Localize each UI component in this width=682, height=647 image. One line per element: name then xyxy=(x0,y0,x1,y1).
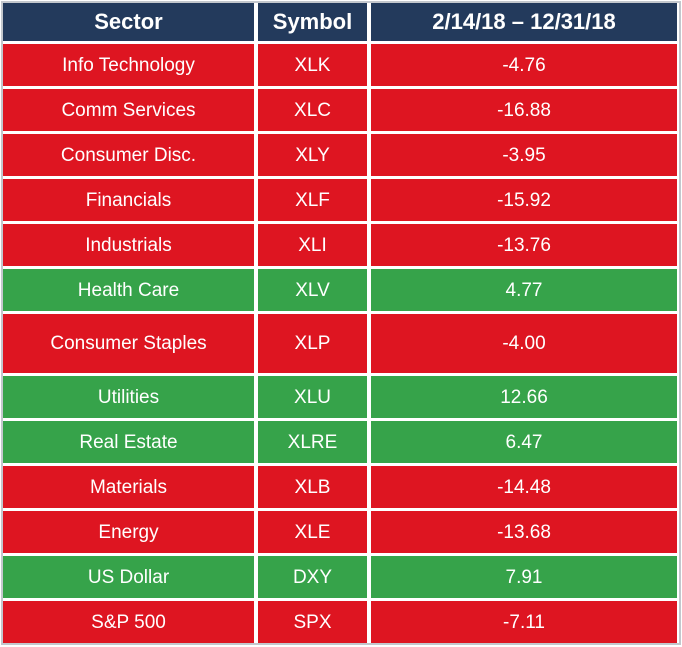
value-cell: -4.76 xyxy=(371,44,677,86)
sector-cell: Utilities xyxy=(3,376,254,418)
table-header-row: Sector Symbol 2/14/18 – 12/31/18 xyxy=(3,3,679,41)
table-row: S&P 500 SPX -7.11 xyxy=(3,601,679,643)
table-row: Comm Services XLC -16.88 xyxy=(3,89,679,131)
value-cell: -14.48 xyxy=(371,466,677,508)
sector-cell: Health Care xyxy=(3,269,254,311)
value-cell: -13.76 xyxy=(371,224,677,266)
table-row: Utilities XLU 12.66 xyxy=(3,376,679,418)
sector-cell: Materials xyxy=(3,466,254,508)
value-cell: -3.95 xyxy=(371,134,677,176)
sector-cell: Financials xyxy=(3,179,254,221)
table-row: Consumer Disc. XLY -3.95 xyxy=(3,134,679,176)
value-cell: 4.77 xyxy=(371,269,677,311)
value-cell: -16.88 xyxy=(371,89,677,131)
sector-cell: Comm Services xyxy=(3,89,254,131)
table-row: Financials XLF -15.92 xyxy=(3,179,679,221)
sector-cell: Consumer Disc. xyxy=(3,134,254,176)
symbol-cell: XLY xyxy=(258,134,367,176)
sector-cell: Real Estate xyxy=(3,421,254,463)
table-row: Industrials XLI -13.76 xyxy=(3,224,679,266)
value-cell: 6.47 xyxy=(371,421,677,463)
symbol-cell: XLU xyxy=(258,376,367,418)
symbol-cell: XLC xyxy=(258,89,367,131)
table-row: US Dollar DXY 7.91 xyxy=(3,556,679,598)
header-period: 2/14/18 – 12/31/18 xyxy=(371,3,677,41)
symbol-cell: XLP xyxy=(258,314,367,373)
symbol-cell: DXY xyxy=(258,556,367,598)
value-cell: -15.92 xyxy=(371,179,677,221)
value-cell: 12.66 xyxy=(371,376,677,418)
symbol-cell: XLRE xyxy=(258,421,367,463)
sector-cell: Info Technology xyxy=(3,44,254,86)
header-sector: Sector xyxy=(3,3,254,41)
symbol-cell: XLE xyxy=(258,511,367,553)
sector-cell: Consumer Staples xyxy=(3,314,254,373)
table-row: Health Care XLV 4.77 xyxy=(3,269,679,311)
symbol-cell: XLF xyxy=(258,179,367,221)
symbol-cell: SPX xyxy=(258,601,367,643)
table-row: Energy XLE -13.68 xyxy=(3,511,679,553)
sector-cell: Energy xyxy=(3,511,254,553)
sector-cell: US Dollar xyxy=(3,556,254,598)
value-cell: -7.11 xyxy=(371,601,677,643)
symbol-cell: XLV xyxy=(258,269,367,311)
table-row: Info Technology XLK -4.76 xyxy=(3,44,679,86)
value-cell: 7.91 xyxy=(371,556,677,598)
value-cell: -4.00 xyxy=(371,314,677,373)
value-cell: -13.68 xyxy=(371,511,677,553)
sector-cell: Industrials xyxy=(3,224,254,266)
sector-cell: S&P 500 xyxy=(3,601,254,643)
symbol-cell: XLB xyxy=(258,466,367,508)
table-row: Real Estate XLRE 6.47 xyxy=(3,421,679,463)
symbol-cell: XLI xyxy=(258,224,367,266)
table-row: Materials XLB -14.48 xyxy=(3,466,679,508)
header-symbol: Symbol xyxy=(258,3,367,41)
symbol-cell: XLK xyxy=(258,44,367,86)
table-row: Consumer Staples XLP -4.00 xyxy=(3,314,679,373)
